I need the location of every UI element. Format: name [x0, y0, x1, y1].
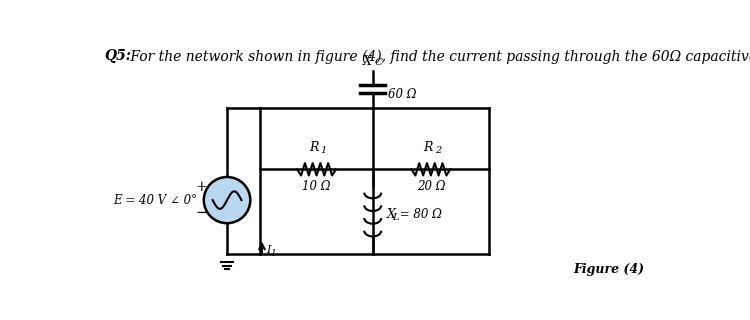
Circle shape	[204, 177, 251, 223]
Text: Figure (4): Figure (4)	[573, 263, 644, 276]
Text: L: L	[392, 212, 399, 221]
Text: 60 Ω: 60 Ω	[388, 89, 417, 101]
Text: 1: 1	[271, 249, 276, 258]
Text: I: I	[266, 245, 271, 255]
Text: X: X	[387, 208, 395, 221]
Text: E = 40 V ∠ 0°: E = 40 V ∠ 0°	[113, 194, 197, 207]
Text: 1: 1	[320, 146, 327, 155]
Text: = 80 Ω: = 80 Ω	[396, 208, 442, 221]
Text: 10 Ω: 10 Ω	[302, 180, 331, 193]
Text: 20 Ω: 20 Ω	[417, 180, 446, 193]
Text: +: +	[196, 180, 207, 194]
Text: 2: 2	[435, 146, 441, 155]
Text: X: X	[362, 55, 371, 68]
Text: Q5:: Q5:	[104, 49, 130, 63]
Text: For the network shown in figure (4), find the current passing through the 60Ω ca: For the network shown in figure (4), fin…	[126, 49, 750, 64]
Text: −: −	[195, 206, 208, 220]
Text: R: R	[423, 141, 433, 154]
Text: C: C	[374, 58, 382, 67]
Text: R: R	[309, 141, 318, 154]
